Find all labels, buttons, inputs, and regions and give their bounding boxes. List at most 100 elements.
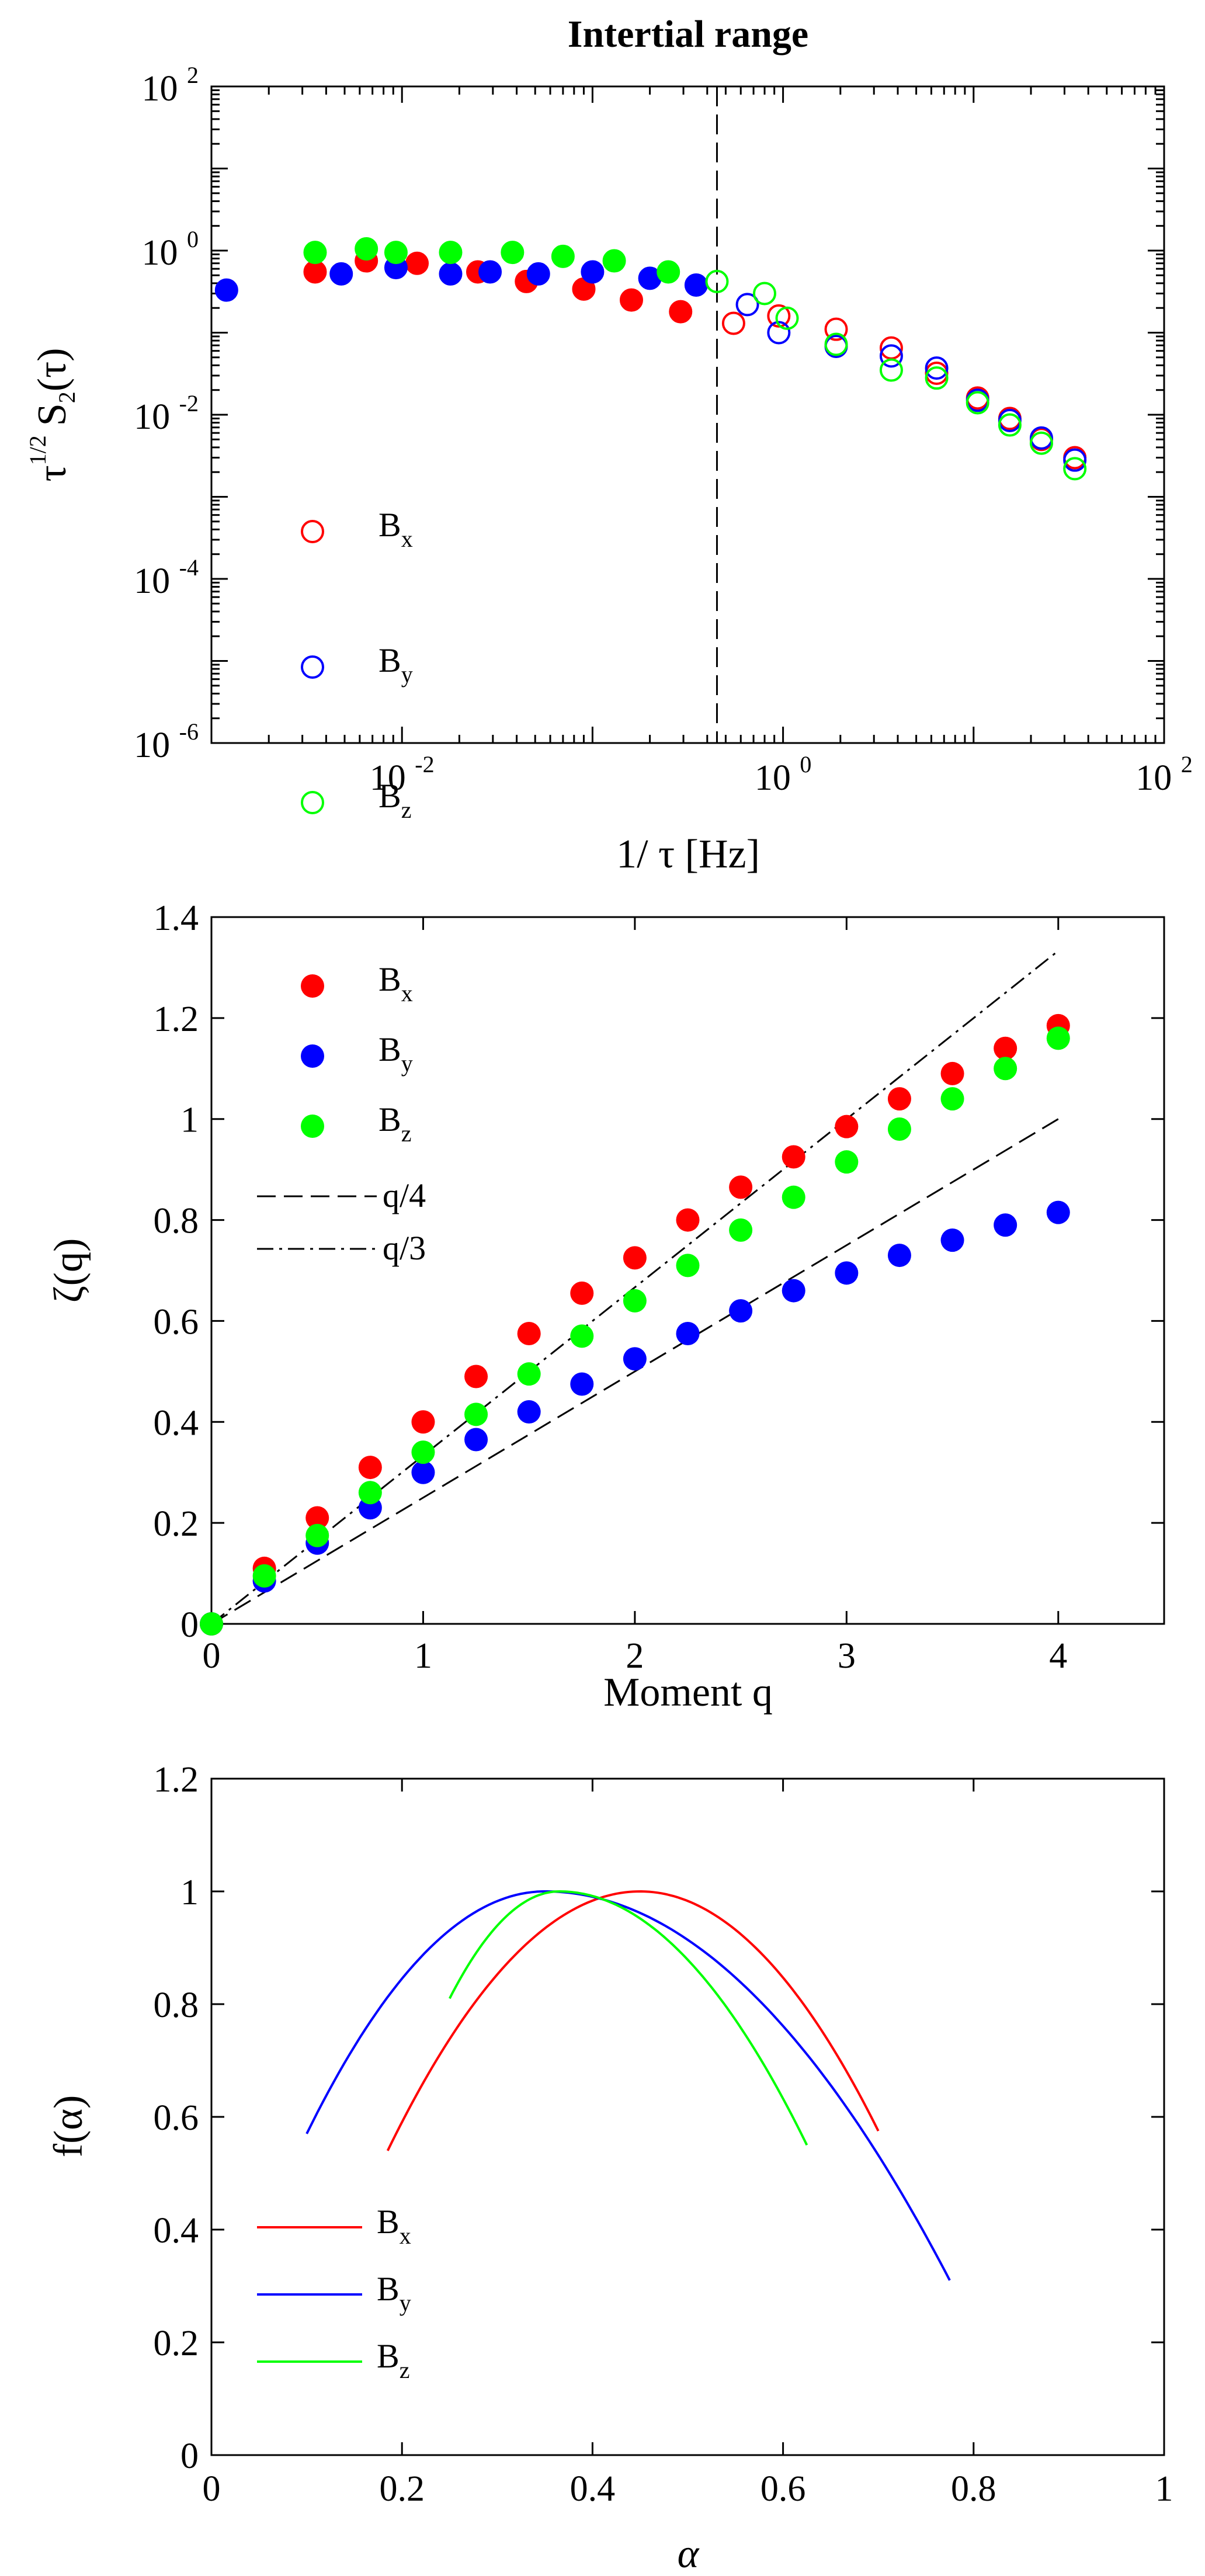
panel-3-axes-layer: 0 0.2 0.4 0.6 0.8 1 0 0.2 0.4 0.6 0.8 1 1.2 (154, 1760, 1173, 2509)
panel-1-point-By (478, 260, 502, 284)
panel-1-point-By (581, 260, 605, 284)
panel-2-point-Bz (252, 1564, 276, 1588)
panel-1-legend-marker-Bz (301, 791, 324, 814)
panel-1-data-layer (214, 86, 1087, 743)
panel-2-axes-layer: 0 1 2 3 4 0 0.2 0.4 0.6 0.8 1 1.2 1.4 (154, 898, 1165, 1676)
panel-2-legend-marker-By (301, 1044, 324, 1068)
panel-1-point-By (684, 273, 708, 297)
panel-multifractal-spectrum: α f(α) 0 0.2 0.4 0.6 0.8 1 0 0.2 0.4 0.6 0.8 1 1.2 B… (46, 1760, 1173, 2576)
panel-2-x-tick-label: 2 (626, 1636, 644, 1676)
panel-3-x-tick-label: 1 (1155, 2469, 1173, 2509)
panel-1-legend-label-Bx: Bx (378, 506, 413, 552)
panel-2-x-tick-label: 1 (414, 1636, 432, 1676)
panel-3-x-tick-label: 0.4 (570, 2469, 616, 2509)
panel-3-legend: Bx By Bz (257, 2203, 411, 2383)
panel-3-xlabel: α (678, 2532, 700, 2576)
panel-1-point-Bz (551, 244, 575, 268)
panel-1-point-Bz (925, 366, 949, 390)
panel-2-point-Bx (464, 1365, 488, 1388)
panel-1-point-Bz (879, 358, 903, 382)
panel-1-y-tick-label: 10 0 (142, 226, 199, 273)
panel-1-legend-label-Bz: Bz (378, 777, 411, 823)
panel-2-point-Bx (676, 1208, 700, 1232)
panel-1-point-Bz (439, 241, 463, 265)
panel-2-point-Bx (940, 1061, 964, 1085)
panel-1-y-tick-label: 10 -6 (134, 718, 199, 765)
panel-1-point-By (214, 278, 238, 302)
panel-2-ref-line-q4 (211, 1118, 1059, 1625)
panel-2-ref-line-q3 (211, 950, 1059, 1625)
panel-1-x-tick-label: 10 -2 (370, 751, 435, 798)
panel-2-legend-label-q3: q/3 (383, 1229, 426, 1267)
panel-2-legend-marker-Bx (301, 974, 324, 998)
panel-3-curve-Bz (449, 1890, 808, 2146)
panel-1-point-By (767, 321, 791, 345)
panel-2-point-By (887, 1244, 911, 1268)
panel-2-point-By (570, 1372, 594, 1396)
panel-2-point-By (517, 1400, 541, 1424)
panel-1-point-Bx (824, 317, 848, 341)
panel-1-point-Bz (384, 241, 408, 265)
panel-1-legend-marker-Bx (301, 520, 324, 543)
panel-2-point-Bx (570, 1281, 594, 1305)
panel-1-point-Bz (752, 282, 776, 305)
panel-1-point-Bz (1029, 431, 1053, 455)
panel-3-legend-label-Bz: Bz (377, 2337, 409, 2383)
panel-1-x-tick-label: 10 0 (755, 751, 812, 798)
panel-2-point-Bz (729, 1218, 753, 1242)
panel-2-point-Bz (358, 1481, 382, 1505)
panel-1-point-Bz (998, 413, 1022, 437)
panel-1-point-Bx (669, 300, 693, 324)
panel-2-legend-label-Bx: Bx (378, 960, 413, 1006)
panel-2-axes-box (210, 916, 1165, 1625)
panel-3-x-tick-label: 0.8 (951, 2469, 996, 2509)
panel-2-xlabel: Moment q (603, 1670, 773, 1715)
panel-2-x-tick-label: 3 (838, 1636, 856, 1676)
panel-2-point-Bx (887, 1087, 911, 1111)
panel-3-x-tick-label: 0.6 (760, 2469, 806, 2509)
panel-2-point-Bx (305, 1506, 329, 1530)
panel-1-point-By (1063, 448, 1087, 472)
panel-3-y-tick-label: 1.2 (154, 1760, 199, 1800)
panel-2-point-By (994, 1213, 1018, 1237)
panel-2-point-Bz (200, 1612, 223, 1636)
panel-2-point-Bz (782, 1185, 805, 1209)
panel-3-y-tick-label: 0 (180, 2436, 199, 2476)
panel-2-y-tick-label: 0 (180, 1605, 199, 1645)
panel-1-point-Bz (303, 241, 327, 265)
panel-2-point-Bx (411, 1410, 435, 1434)
panel-2-point-By (676, 1322, 700, 1346)
panel-1-legend: Bx By Bz (301, 506, 413, 823)
panel-2-point-Bz (835, 1150, 859, 1174)
panel-2-point-By (940, 1228, 964, 1252)
panel-2-point-Bz (570, 1324, 594, 1348)
panel-2-y-tick-label: 1 (180, 1100, 199, 1140)
panel-1-xlabel: 1/ τ [Hz] (616, 832, 760, 877)
panel-3-x-tick-label: 0.2 (379, 2469, 425, 2509)
panel-1-legend-marker-By (301, 655, 324, 679)
panel-1-title: Intertial range (568, 13, 808, 55)
panel-2-point-By (411, 1460, 435, 1484)
panel-3-y-tick-label: 1 (180, 1873, 199, 1912)
panel-1-ylabel: τ1/2S2(τ) (25, 348, 80, 482)
panel-2-point-Bz (887, 1117, 911, 1141)
panel-2-point-Bx (623, 1246, 647, 1270)
panel-3-y-tick-label: 0.4 (154, 2211, 199, 2251)
panel-3-curve-Bx (386, 1890, 880, 2151)
panel-2-point-Bx (517, 1322, 541, 1346)
panel-3-x-tick-label: 0 (203, 2469, 221, 2509)
panel-scaling-exponents: Moment q ζ(q) 0 1 2 3 400.20.40.60.811.21.4 … (46, 898, 1165, 1715)
panel-1-point-Bz (705, 269, 729, 293)
panel-3-legend-label-By: By (377, 2270, 411, 2316)
panel-1-point-By (329, 262, 353, 286)
panel-1-point-Bz (657, 260, 680, 284)
panel-2-point-By (464, 1428, 488, 1452)
panel-3-y-tick-label: 0.8 (154, 1985, 199, 2025)
panel-1-point-Bz (355, 237, 378, 261)
panel-3-legend-label-Bx: Bx (377, 2203, 411, 2249)
panel-1-point-Bx (405, 251, 429, 275)
panel-2-y-tick-label: 1.2 (154, 999, 199, 1039)
panel-1-point-Bx (721, 311, 745, 335)
panel-1-y-tick-label: 10 2 (142, 62, 199, 109)
